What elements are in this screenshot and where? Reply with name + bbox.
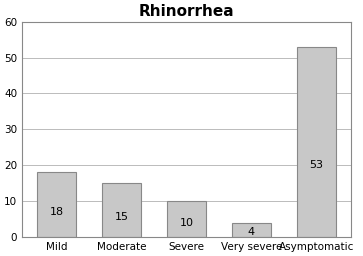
Text: 4: 4 [248,227,255,237]
Bar [37,172,76,237]
Text: 15: 15 [114,211,129,221]
Bar [232,223,271,237]
Text: 18: 18 [49,207,64,217]
Bar [102,183,141,237]
Bar [167,201,206,237]
Text: 53: 53 [309,160,323,170]
Title: Rhinorrhea: Rhinorrhea [139,4,234,19]
Bar [297,47,336,237]
Text: 10: 10 [179,218,193,228]
